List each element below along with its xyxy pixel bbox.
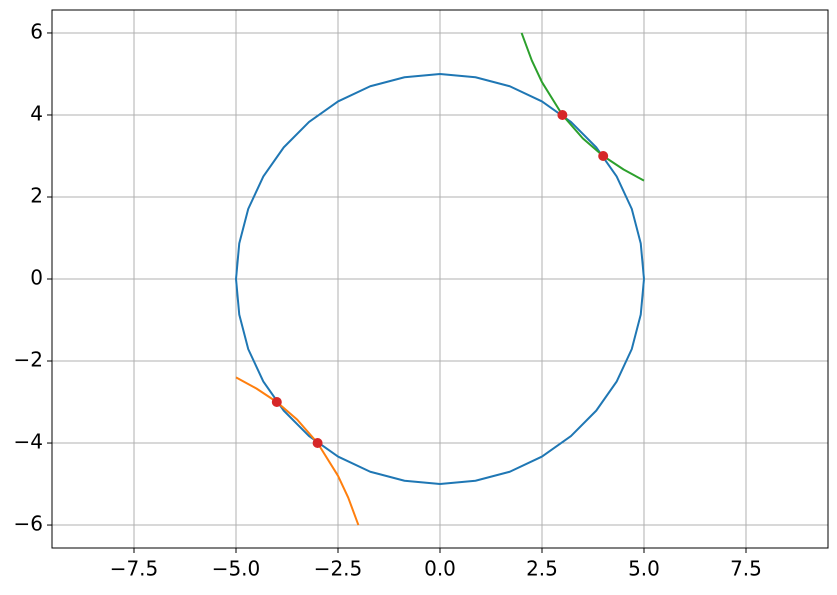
curve	[235, 72, 645, 486]
y-tick-label: −6	[14, 512, 43, 536]
x-tick-label: 0.0	[424, 557, 456, 581]
y-tick-label: 2	[30, 183, 43, 207]
x-tick-label: 2.5	[526, 557, 558, 581]
x-tick-label: 5.0	[628, 557, 660, 581]
point	[271, 397, 282, 408]
y-tick-label: 4	[30, 101, 43, 125]
y-tick-label: −2	[14, 348, 43, 372]
x-tick-label: 7.5	[730, 557, 762, 581]
x-tick-label: −2.5	[314, 557, 363, 581]
y-tick-label: 0	[30, 266, 43, 290]
curve	[235, 376, 360, 526]
y-tick-label: −4	[14, 430, 43, 454]
point	[598, 150, 609, 161]
plot-frame	[51, 9, 829, 549]
x-tick-label: −7.5	[110, 557, 159, 581]
y-tick-label: 6	[30, 19, 43, 43]
x-tick-label: −5.0	[212, 557, 261, 581]
point	[557, 109, 568, 120]
point	[312, 438, 323, 449]
curve	[520, 32, 645, 182]
